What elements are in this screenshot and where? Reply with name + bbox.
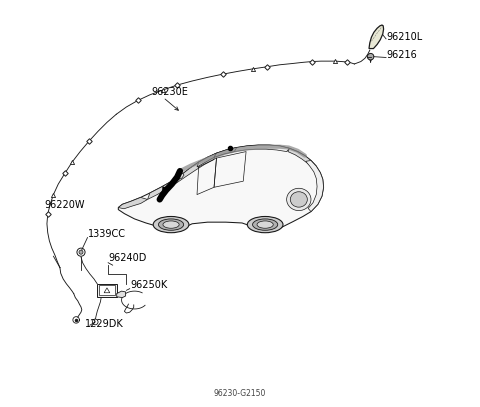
Ellipse shape: [287, 188, 311, 210]
Polygon shape: [104, 288, 110, 293]
Ellipse shape: [252, 219, 278, 230]
Text: 1339CC: 1339CC: [88, 229, 126, 239]
Ellipse shape: [257, 221, 273, 228]
Polygon shape: [118, 145, 324, 231]
Polygon shape: [306, 160, 324, 212]
Circle shape: [79, 250, 83, 254]
Polygon shape: [176, 173, 184, 180]
Text: 96220W: 96220W: [45, 200, 85, 210]
Circle shape: [77, 248, 85, 256]
Polygon shape: [197, 153, 216, 167]
Ellipse shape: [153, 217, 189, 233]
Polygon shape: [97, 284, 117, 297]
Text: 96230E: 96230E: [152, 87, 189, 97]
Text: 96216: 96216: [387, 50, 418, 60]
Ellipse shape: [158, 219, 184, 230]
Text: 1229DK: 1229DK: [85, 319, 124, 329]
Polygon shape: [214, 145, 289, 157]
Text: 96230-G2150: 96230-G2150: [214, 389, 266, 398]
Polygon shape: [214, 147, 237, 157]
Circle shape: [92, 319, 98, 325]
Text: 96250K: 96250K: [131, 280, 168, 290]
Polygon shape: [288, 148, 316, 168]
Polygon shape: [369, 25, 384, 48]
Polygon shape: [147, 153, 216, 199]
Polygon shape: [117, 291, 126, 298]
Circle shape: [367, 53, 374, 60]
Ellipse shape: [247, 217, 283, 233]
Text: 96240D: 96240D: [108, 253, 146, 263]
Ellipse shape: [290, 192, 307, 207]
Polygon shape: [99, 285, 115, 295]
Text: 96210L: 96210L: [387, 33, 423, 42]
Polygon shape: [118, 197, 147, 209]
Ellipse shape: [163, 221, 179, 228]
